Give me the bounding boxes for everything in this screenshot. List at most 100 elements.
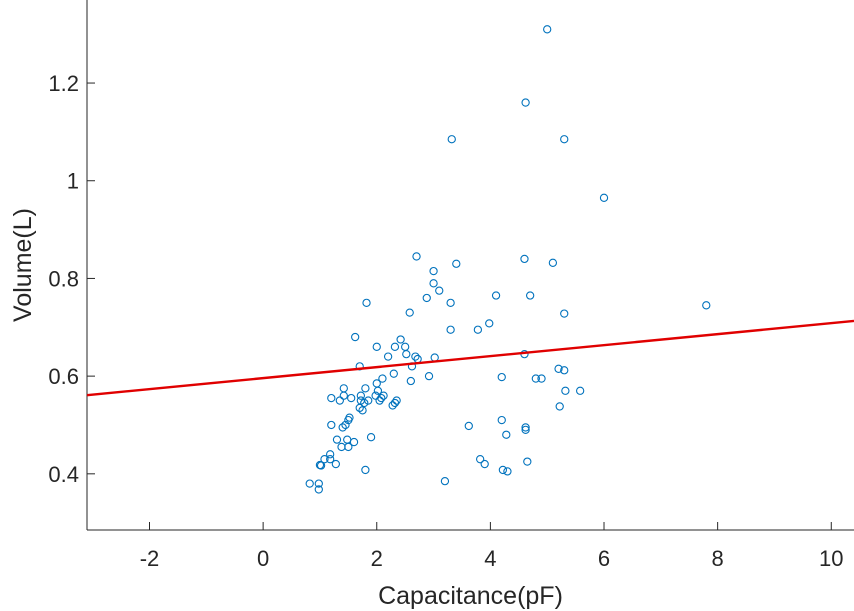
data-point [405,308,414,317]
x-tick-label: 0 [257,546,269,571]
data-point [305,479,314,488]
data-point [576,386,585,395]
data-point [389,369,398,378]
data-point [497,372,506,382]
data-point [371,391,380,400]
fit-line [86,319,854,397]
data-point [411,352,420,361]
data-point [351,332,360,342]
data-point [345,413,354,422]
data-point [498,465,508,475]
x-tick-label: 2 [371,546,383,571]
data-point [560,309,569,318]
data-point [364,396,373,405]
data-point [424,371,434,381]
data-point [503,467,512,476]
data-point [599,193,609,202]
y-tick-label: 1.2 [48,71,79,96]
data-point [390,342,400,351]
data-point [435,286,444,295]
data-point [491,291,501,300]
data-point [446,298,455,308]
data-point [554,364,563,373]
data-point [548,258,558,267]
data-point [429,266,438,276]
data-point [402,349,411,359]
data-point [377,393,386,403]
data-point [476,455,485,464]
x-axis-ticks: -2 0 2 4 6 8 10 [140,522,844,571]
data-point [337,442,346,452]
data-point [560,135,569,144]
x-tick-label: 4 [484,546,496,571]
y-axis-ticks: 0.4 0.6 0.8 1 1.2 [48,71,95,487]
data-point [396,335,405,344]
data-point [523,457,532,466]
data-point [332,435,342,444]
data-point [401,342,410,351]
data-point [316,461,326,470]
data-point [537,374,546,383]
data-point [366,433,376,442]
data-point [335,396,344,405]
data-point [422,293,431,303]
scatter-points [305,25,711,494]
data-point [320,455,329,464]
data-point [392,396,401,405]
data-point [379,391,388,400]
data-point [521,425,530,435]
data-point [406,376,415,386]
data-point [373,386,383,395]
data-point [555,402,564,411]
x-tick-label: 6 [598,546,610,571]
data-point [372,342,381,351]
data-point [339,384,348,393]
y-axis-title: Volume(L) [9,208,37,322]
data-point [326,455,335,464]
data-point [347,393,356,403]
y-tick-label: 0.4 [48,462,79,487]
data-point [326,450,335,459]
data-point [314,485,323,494]
data-point [561,386,570,395]
data-point [464,421,473,431]
data-point [446,325,455,334]
x-tick-label: 10 [819,546,843,571]
data-point [412,252,421,261]
data-point [526,291,535,300]
data-point [521,423,530,432]
data-point [531,374,540,383]
data-point [378,374,387,383]
data-point [480,459,489,469]
data-point [429,279,438,288]
axes [86,0,854,531]
data-point [447,135,456,144]
fit-line-group [86,319,854,397]
data-point [497,415,506,425]
y-tick-label: 0.6 [48,364,79,389]
data-point [356,391,365,400]
data-point [375,396,384,405]
x-axis-title: Capacitance(pF) [378,582,563,610]
data-point [521,98,530,107]
data-point [314,479,323,488]
data-point [349,437,359,447]
data-point [327,420,336,430]
data-point [390,398,400,408]
data-point [520,254,529,264]
data-point [502,430,511,439]
data-point [339,391,348,400]
data-point [383,352,393,361]
data-point [543,25,552,34]
data-point [388,401,397,410]
data-point [362,298,371,308]
data-point [361,384,370,393]
data-point [485,319,494,328]
y-tick-label: 1 [67,169,79,194]
data-point [440,477,450,486]
data-point [473,325,483,334]
data-point [343,435,352,444]
x-tick-label: 8 [712,546,724,571]
data-point [338,423,347,432]
